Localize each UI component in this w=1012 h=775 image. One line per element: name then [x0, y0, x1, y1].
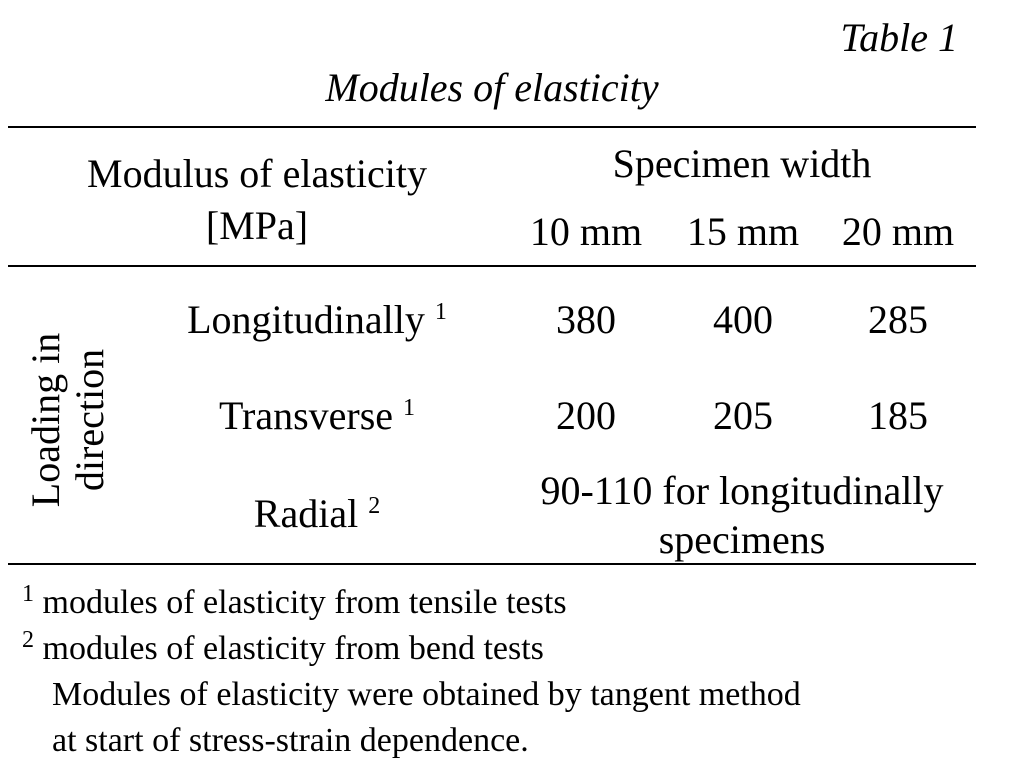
row-label-text: Transverse [218, 393, 394, 438]
footnote-mark: 2 [368, 493, 381, 519]
footnote-text: modules of elasticity from bend tests [42, 630, 544, 667]
loading-direction-line1: Loading in [23, 332, 68, 508]
row-label-transverse: Transverse 1 [219, 396, 415, 436]
cell-radial-merged-line2: specimens [658, 517, 826, 562]
row-label-text: Radial [253, 491, 359, 536]
footnote-1: 1 modules of elasticity from tensile tes… [22, 582, 567, 621]
header-rule [8, 265, 976, 267]
loading-direction-line2: direction [67, 348, 112, 492]
row-header-line2: [MPa] [205, 203, 309, 248]
footnote-mark: 1 [403, 395, 416, 421]
footnote-text: modules of elasticity from tensile tests [42, 584, 567, 621]
cell-transverse-20mm: 185 [868, 393, 928, 438]
table-number: Table 1 [840, 15, 958, 60]
footnote-mark: 1 [434, 299, 447, 325]
row-header-line1: Modulus of elasticity [87, 151, 427, 196]
cell-transverse-15mm: 205 [713, 393, 773, 438]
row-label-text: Longitudinally [187, 297, 425, 342]
top-rule [8, 126, 976, 128]
loading-direction-label: Loading in direction [23, 332, 112, 508]
remark-line1: Modules of elasticity were obtained by t… [52, 676, 801, 713]
table-caption: Modules of elasticity [325, 65, 659, 110]
row-label-longitudinally: Longitudinally 1 [187, 300, 447, 340]
column-header-10mm: 10 mm [529, 209, 643, 254]
column-header-15mm: 15 mm [686, 209, 800, 254]
cell-longitudinal-10mm: 380 [556, 297, 616, 342]
footnote-2: 2 modules of elasticity from bend tests [22, 628, 544, 667]
specimen-width-header: Specimen width [612, 141, 872, 186]
row-label-radial: Radial 2 [254, 494, 380, 534]
column-header-20mm: 20 mm [841, 209, 955, 254]
cell-radial-merged-line1: 90-110 for longitudinally [540, 468, 944, 513]
cell-longitudinal-20mm: 285 [868, 297, 928, 342]
footnote-mark: 2 [22, 627, 34, 653]
cell-longitudinal-15mm: 400 [713, 297, 773, 342]
remark-line2: at start of stress-strain dependence. [52, 722, 529, 759]
cell-transverse-10mm: 200 [556, 393, 616, 438]
footnote-mark: 1 [22, 581, 34, 607]
bottom-rule [8, 563, 976, 565]
